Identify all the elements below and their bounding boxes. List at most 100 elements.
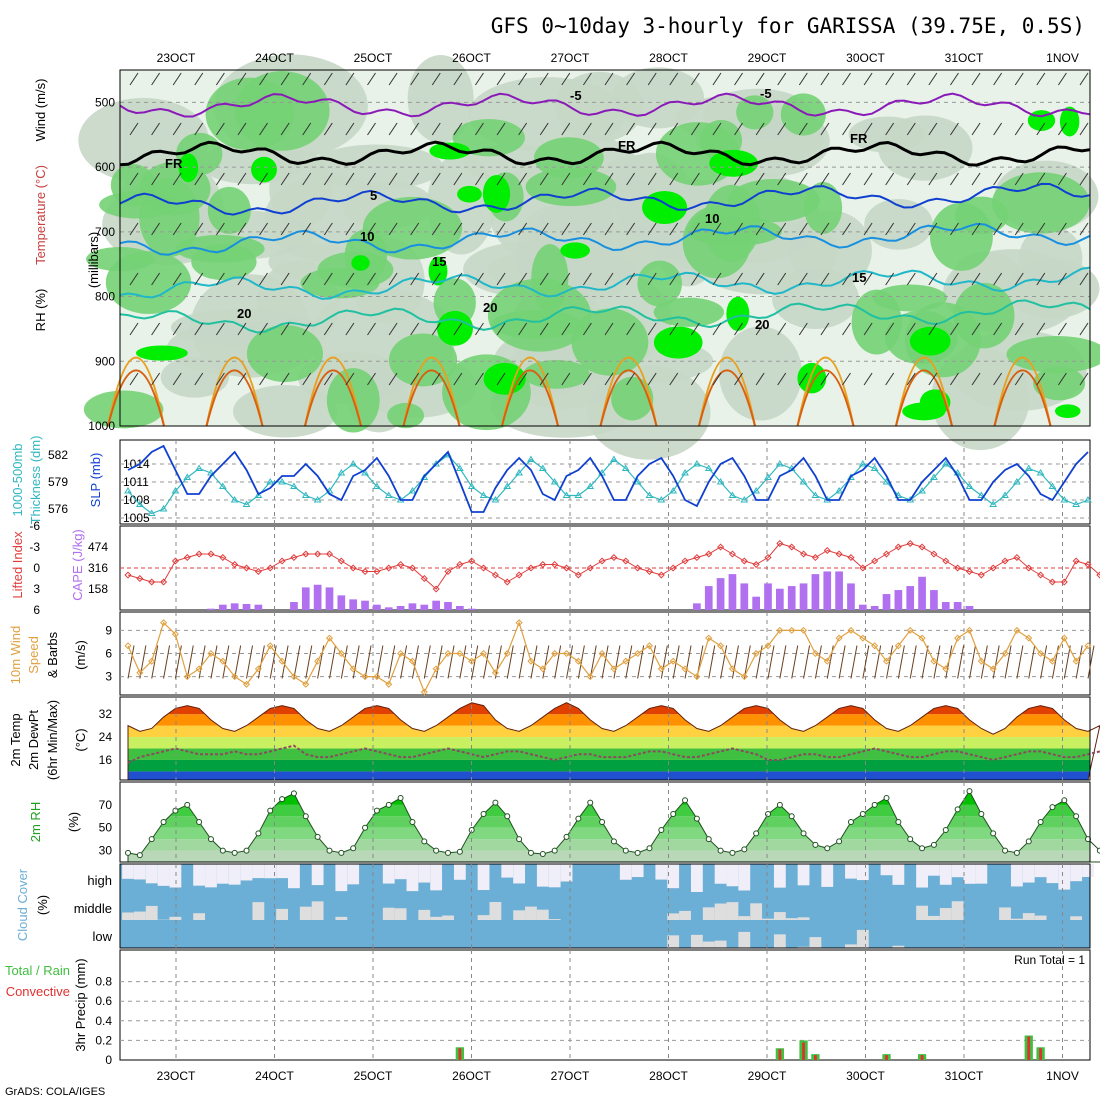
thickness-line	[127, 454, 1089, 515]
precip-convective-bar	[1027, 1036, 1031, 1060]
thickness-point	[420, 473, 429, 480]
wind-barb	[798, 222, 808, 236]
wind10m-barb	[897, 645, 905, 679]
wind-barb	[367, 122, 376, 136]
cape-bar	[218, 604, 227, 610]
wind-barb	[647, 322, 657, 336]
cloud-middle-gap	[928, 915, 940, 920]
y-tick-cape: 474	[88, 540, 108, 554]
wind10m-point	[942, 665, 950, 673]
wind-barb	[604, 322, 614, 336]
wind10m-point	[385, 680, 393, 688]
wind-barb	[906, 372, 916, 386]
isotherm-arc	[895, 369, 953, 427]
wind10m-point	[634, 649, 642, 658]
temp-line	[127, 702, 1100, 781]
wind-barb	[172, 172, 182, 186]
isotherm-label: 5	[370, 188, 377, 203]
thickness-point	[408, 487, 417, 494]
rh-point	[895, 819, 902, 825]
wind-barb	[777, 372, 787, 386]
x-tick-top: 29OCT	[748, 51, 787, 65]
wind-barb	[885, 122, 895, 136]
thickness-point	[1060, 496, 1069, 503]
wind-barb	[993, 72, 1003, 86]
thickness-point	[349, 460, 358, 467]
wind-barb	[863, 172, 873, 186]
wind-barb	[453, 372, 463, 386]
cloud-high-gap	[169, 864, 182, 888]
rh-point	[326, 847, 333, 854]
rh-point	[125, 849, 131, 856]
wind-barb	[820, 222, 830, 236]
ylabel-rh2m: 2m RH	[28, 802, 43, 842]
cloud-high-gap	[619, 864, 632, 880]
cloud-low-gap	[809, 937, 822, 948]
wind-barb	[367, 322, 376, 336]
wind-barb	[712, 322, 722, 336]
cloud-middle-gap	[513, 910, 526, 920]
rh-contour-green	[637, 260, 683, 307]
lifted-index-point	[657, 571, 665, 579]
cloud-middle-gap	[1070, 916, 1083, 920]
wind10m-point	[717, 642, 725, 650]
y-tick-temp: 16	[99, 753, 113, 767]
thickness-point	[847, 473, 855, 480]
wind-barb	[302, 122, 312, 136]
wind-barb	[302, 372, 312, 386]
cape-bar	[930, 590, 938, 610]
lifted-index-point	[515, 571, 523, 579]
lifted-index-point	[859, 564, 867, 572]
isotherm-arc	[698, 369, 756, 427]
wind10m-barb	[637, 645, 645, 679]
wind10m-barb	[352, 645, 360, 679]
lifted-index-point	[302, 550, 310, 558]
wind-barb	[259, 372, 268, 386]
cloud-middle-gap	[762, 918, 774, 920]
y-tick-rh: 50	[99, 821, 113, 835]
precip-convective-bar	[802, 1042, 805, 1060]
wind-barb	[194, 172, 204, 186]
cloud-middle-gap	[122, 912, 134, 920]
wind-barb	[1057, 122, 1067, 136]
wind-barb	[885, 322, 895, 336]
cloud-high-gap	[631, 864, 644, 878]
ylabel-rh-unit: (%)	[66, 812, 81, 832]
wind-barb	[345, 172, 355, 186]
cloud-high-gap	[773, 864, 786, 888]
cape-bar	[230, 603, 239, 610]
cloud-high-gap	[335, 864, 348, 892]
wind10m-barb	[803, 645, 811, 679]
lifted-index-point	[456, 560, 464, 569]
thickness-point	[882, 478, 891, 485]
cloud-middle-gap	[145, 905, 158, 920]
rh-point	[433, 847, 440, 854]
thickness-point	[562, 491, 571, 498]
rh-point	[622, 847, 629, 854]
thickness-point	[645, 491, 654, 498]
rh-point	[729, 849, 736, 856]
x-tick-top: 26OCT	[452, 51, 491, 65]
rh-contour-bright	[797, 362, 827, 394]
rh-contour-mid	[586, 365, 711, 460]
wind-barb	[496, 72, 506, 86]
rh-contour-mid	[719, 326, 803, 421]
thickness-point	[195, 464, 203, 471]
cape-bar	[941, 602, 950, 610]
wind-barb	[259, 322, 268, 336]
isotherm-label: 10	[360, 229, 374, 244]
wind-barb	[993, 372, 1003, 386]
cloud-middle-gap	[335, 916, 348, 920]
rh-point	[290, 790, 297, 797]
wind10m-point	[705, 634, 713, 642]
rh-point	[753, 830, 760, 837]
y-tick-precip: 0.8	[95, 975, 112, 989]
y-tick-cape: 158	[88, 582, 108, 596]
wind10m-point	[160, 619, 168, 627]
rh-contour-mid	[160, 356, 229, 398]
isotherm-line	[119, 92, 1091, 118]
wind10m-point	[598, 649, 606, 658]
cloud-high-gap	[1070, 864, 1083, 882]
upper-air-frame	[119, 69, 1091, 427]
wind-barb	[755, 372, 765, 386]
